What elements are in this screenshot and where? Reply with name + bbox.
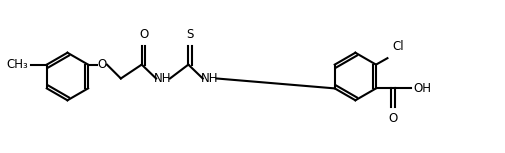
Text: O: O — [97, 58, 107, 71]
Text: Cl: Cl — [391, 40, 403, 53]
Text: O: O — [387, 112, 397, 125]
Text: NH: NH — [200, 72, 218, 85]
Text: O: O — [139, 28, 148, 41]
Text: NH: NH — [154, 72, 171, 85]
Text: OH: OH — [413, 82, 431, 95]
Text: S: S — [186, 28, 193, 41]
Text: CH₃: CH₃ — [6, 58, 28, 71]
